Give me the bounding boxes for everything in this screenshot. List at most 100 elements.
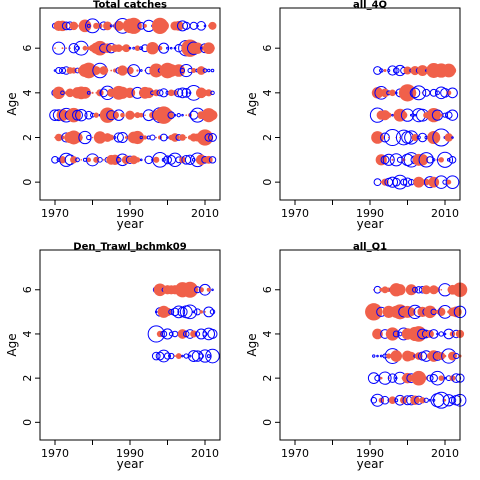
bubble-positive [426,108,441,123]
bubble-negative [446,158,451,162]
bubble-negative [429,373,438,383]
bubble-positive [124,136,128,139]
bubble-positive [444,133,453,142]
bubble-negative [438,331,444,337]
bubble-negative [436,332,439,336]
bubble-positive [78,19,92,33]
bubble-positive [386,112,392,118]
bubble-negative [183,353,189,359]
bubble-positive [448,66,457,75]
bubble-negative [188,354,192,358]
bubble-positive [428,176,440,188]
bubble-positive [65,88,75,98]
bubble-positive [93,131,107,144]
bubble-negative [432,158,436,162]
bubble-group [365,282,468,409]
bubble-positive [446,179,452,185]
bubble-negative [448,155,457,164]
bubble-negative [51,155,59,164]
bubble-negative [127,64,141,77]
bubble-positive [134,112,141,119]
bubble-negative [204,133,214,142]
bubble-negative [174,88,184,98]
y-axis-label: Age [245,333,259,356]
bubble-positive [103,21,112,31]
bubble-positive [99,66,109,75]
bubble-positive [210,45,215,51]
bubble-negative [151,351,161,361]
bubble-negative [188,91,192,95]
bubble-positive [421,377,424,379]
bubble-positive [406,87,417,98]
panel-title: all_Q1 [353,242,387,253]
y-axis-label: Age [245,92,259,115]
bubble-positive [372,328,383,340]
plot-frame [279,7,461,201]
bubble-positive [398,355,402,358]
bubble-positive [179,156,186,164]
bubble-negative [444,111,453,119]
bubble-negative [417,132,428,143]
bubble-negative [173,113,177,117]
bubble-positive [86,157,92,163]
bubble-negative [400,178,408,186]
bubble-negative [128,46,132,50]
bubble-positive [143,87,155,99]
bubble-positive [125,17,142,34]
bubble-positive [185,114,188,117]
bubble-negative [443,332,447,336]
bubble-negative [208,133,217,142]
bubble-positive [174,355,176,358]
bubble-positive [132,91,135,94]
bubble-negative [395,129,412,146]
bubble-positive [443,354,447,358]
bubble-positive [79,135,83,139]
bubble-negative [370,396,378,404]
bubble-negative [423,397,429,403]
y-tick-label: 0 [21,179,34,186]
bubble-positive [390,350,403,362]
bubble-negative [97,157,103,163]
y-tick-label: 4 [261,330,274,337]
bubble-positive [379,110,391,121]
bubble-positive [449,375,456,382]
bubble-negative [179,305,193,319]
bubble-negative [172,305,186,319]
bubble-positive [191,68,197,73]
y-tick-label: 6 [261,286,274,293]
bubble-positive [199,310,204,314]
bubble-positive [371,87,384,99]
x-tick-label: 1990 [116,207,144,220]
bubble-negative [157,349,171,363]
bubble-positive [99,107,116,123]
bubble-positive [191,42,204,54]
bubble-negative [168,308,175,315]
bubble-positive [389,89,396,97]
bubble-positive [80,62,97,79]
x-tick-label: 1970 [281,207,309,220]
bubble-negative [163,352,172,360]
bubble-positive [204,311,206,313]
bubble-negative [181,354,184,358]
bubble-positive [207,110,218,121]
bubble-positive [163,307,172,317]
bubble-positive [155,47,158,49]
bubble-negative [372,354,376,358]
bubble-negative [436,151,454,168]
bubble-positive [130,130,145,145]
y-tick-label: 2 [21,375,34,382]
bubble-positive [379,376,383,380]
bubble-negative [86,90,91,95]
bubble-negative [207,328,218,339]
bubble-positive [196,66,206,75]
y-tick-label: 4 [21,330,34,337]
bubble-negative [86,23,91,28]
bubble-positive [421,285,431,295]
bubble-group [49,17,218,168]
bubble-positive [117,65,128,76]
x-tick-label: 2010 [431,207,459,220]
bubble-negative [155,351,165,361]
bubble-negative [203,24,207,28]
